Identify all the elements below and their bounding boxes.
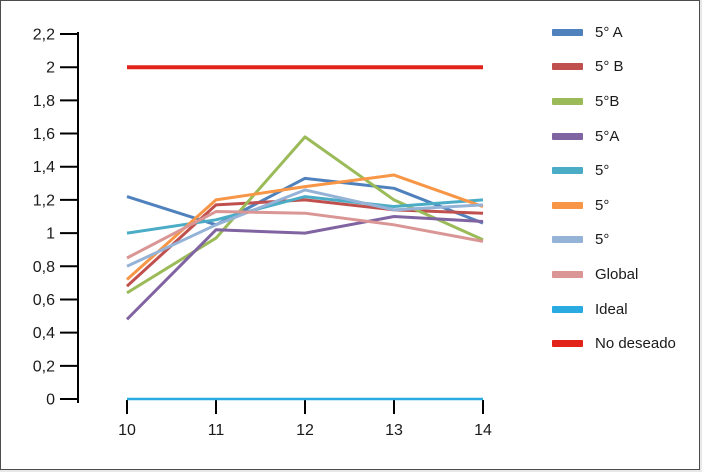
legend-item-7: Global [552,257,676,292]
legend-label: 5°A [595,127,620,145]
legend-item-9: No deseado [552,326,676,361]
y-axis-tick-label: 2,2 [33,27,55,44]
x-axis-tick-label: 10 [118,422,136,439]
legend-swatch [552,201,583,209]
y-axis-tick-label: 1 [46,226,55,243]
legend-label: 5° [595,162,610,180]
legend-item-3: 5°A [552,119,676,154]
legend-label: 5°B [595,92,620,110]
legend-item-0: 5° A [552,15,676,50]
legend-item-4: 5° [552,153,676,188]
legend-label: Ideal [595,300,628,318]
legend-label: 5° [595,196,610,214]
y-axis-tick-label: 1,2 [33,192,55,209]
legend-swatch [552,270,583,278]
series-line-3 [125,215,484,321]
legend-item-5: 5° [552,188,676,223]
x-axis-tick-label: 14 [474,422,492,439]
legend-swatch [552,132,583,140]
series-line-7 [126,210,484,260]
legend-item-2: 5°B [552,84,676,119]
x-axis-tick-label: 13 [385,422,403,439]
legend-swatch [552,236,583,244]
y-axis-tick-label: 0,4 [33,325,55,342]
legend-item-1: 5° B [552,50,676,85]
series-line-2 [126,135,484,295]
legend-label: 5° [595,231,610,249]
y-axis-tick-label: 0,8 [33,259,55,276]
chart-legend: 5° A 5° B 5°B 5°A 5° 5° 5° Global Ideal No desead… [552,15,676,361]
legend-label: No deseado [595,335,676,353]
legend-swatch [552,63,583,71]
legend-label: 5° B [595,58,624,76]
legend-swatch [552,28,583,36]
series-line-4 [126,195,484,235]
legend-swatch [552,167,583,175]
series-line-1 [125,198,484,288]
legend-item-8: Ideal [552,292,676,327]
series-line-0 [126,176,484,227]
y-axis-tick-label: 0,6 [33,292,55,309]
legend-swatch [552,340,583,348]
y-axis-tick-label: 0,2 [33,358,55,375]
x-axis-tick-label: 11 [208,422,225,439]
x-axis-tick-label: 12 [296,422,314,439]
y-axis-tick-label: 0 [46,392,55,409]
y-axis-tick-label: 1,6 [33,126,55,143]
y-axis-tick-label: 1,4 [33,159,55,176]
y-axis-tick-label: 1,8 [33,93,55,110]
legend-item-6: 5° [552,223,676,258]
series-line-6 [126,188,484,268]
legend-swatch [552,305,583,313]
legend-swatch [552,97,583,105]
y-axis-tick-label: 2 [46,60,55,77]
legend-label: 5° A [595,23,623,41]
legend-label: Global [595,265,639,283]
